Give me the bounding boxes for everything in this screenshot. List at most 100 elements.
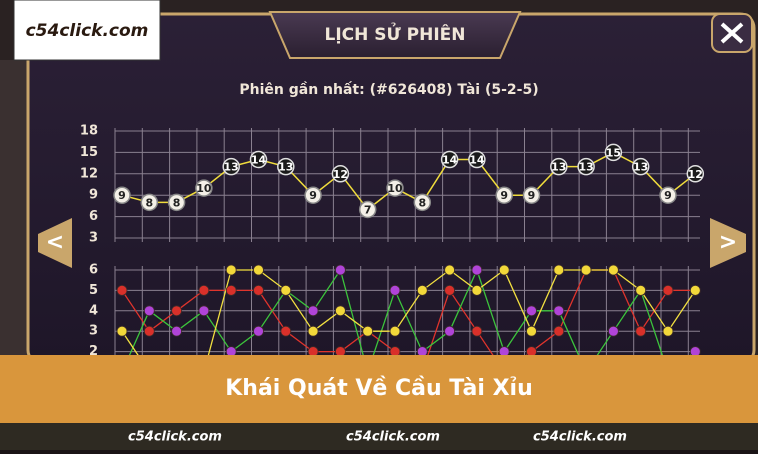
dot [608,325,619,337]
y-tick-label: 3 [89,324,98,339]
point [468,150,486,169]
dot [553,325,565,337]
y-tick-label: 2 [89,344,98,359]
point-label: 10 [196,182,212,195]
y-tick-label: 15 [80,145,98,160]
point-label: 13 [278,161,293,174]
point [522,186,541,204]
y-tick-label: 4 [89,303,98,318]
y-tick-label: 12 [80,166,98,181]
point-label: 12 [688,168,703,181]
point [331,165,350,183]
prev-icon: < [46,230,64,255]
point-label: 14 [442,154,458,167]
point [222,157,240,176]
title: LỊCH SỬ PHIÊN [325,21,466,45]
dot [608,264,619,276]
point [495,186,513,204]
dot [635,325,647,337]
footer-link: c54click.com [346,430,440,445]
dot [444,284,456,296]
dot [116,284,128,296]
point-label: 13 [578,161,593,174]
y-tick-label: 9 [89,188,98,203]
logo: c54click.com [26,21,149,41]
point [386,179,404,197]
point-label: 8 [418,196,426,209]
dot [307,325,319,337]
dot [225,284,237,296]
dot [307,305,319,317]
point [604,143,623,162]
footer [0,423,758,450]
dot [526,325,537,337]
y-tick-label: 5 [89,283,98,298]
dot [471,284,483,296]
dot [225,264,237,276]
point [249,150,268,169]
prev-button[interactable] [38,218,72,268]
dot [334,305,346,317]
dot [444,325,456,337]
dot [334,264,346,276]
dot [171,305,183,317]
point-label: 14 [251,154,267,167]
dot [662,325,674,337]
point [550,157,568,176]
point [413,193,432,212]
line [121,268,696,373]
point-label: 10 [387,182,403,195]
dot [253,264,264,276]
point-label: 13 [633,161,648,174]
dot [416,284,428,296]
point-label: 9 [664,189,672,202]
y-tick-label: 6 [89,263,98,278]
y-tick-label: 6 [89,209,98,224]
dot [580,264,592,276]
dot [389,284,401,296]
line [121,268,696,375]
point [113,186,131,204]
point [358,200,377,219]
dot [498,264,510,276]
point-label: 13 [551,161,566,174]
next-button[interactable] [710,218,746,268]
point-label: 9 [528,189,536,202]
point-label: 8 [145,196,153,209]
charts: 3 6 9 12 15 18 9 8 8 10 13 14 13 9 12 7 10 8 14 14 9 9 13 13 15 1… [80,124,705,378]
dot [553,264,565,276]
dot [116,325,128,337]
dot [253,284,264,296]
dot [471,264,483,276]
dot [553,305,565,317]
dot [389,325,401,337]
y-tick-label: 3 [89,231,98,246]
point [686,165,705,183]
y-tick-label: 18 [80,124,98,139]
dot [662,284,674,296]
dot [471,325,483,337]
next-icon: > [719,230,737,255]
dot [171,325,183,337]
dot [362,325,374,337]
point [140,193,159,212]
dot [198,284,210,296]
point [440,150,459,169]
dot [198,305,210,317]
point-label: 9 [500,189,508,202]
point-label: 8 [173,196,181,209]
title-tab [268,11,522,59]
close-icon [720,22,744,44]
point [659,186,677,204]
point-label: 9 [309,189,317,202]
dot [526,305,537,317]
point-label: 14 [469,154,485,167]
point-label: 9 [118,189,126,202]
dot [689,284,701,296]
line [121,151,696,211]
banner [0,355,758,423]
point-label: 12 [333,168,348,181]
point-label: 13 [224,161,239,174]
